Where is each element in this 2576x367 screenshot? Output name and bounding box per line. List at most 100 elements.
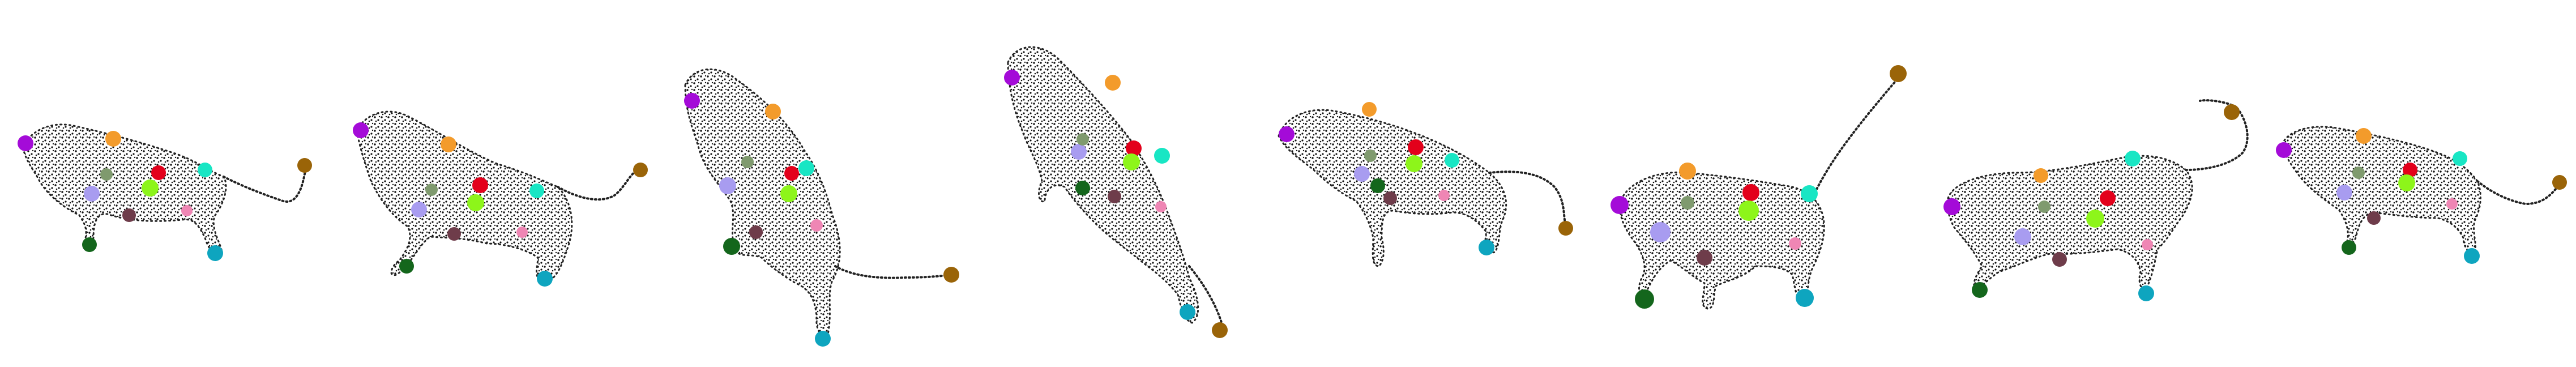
point-cloud-body — [1279, 110, 1506, 266]
keypoint-hind-paw — [1180, 304, 1195, 320]
keypoint-hind-paw — [815, 331, 831, 347]
keypoint-back-red — [1126, 140, 1142, 156]
keypoint-hind-paw — [1796, 289, 1814, 307]
keypoint-chest — [84, 186, 100, 202]
point-cloud-tail — [1488, 170, 1567, 228]
keypoint-tail-tip — [2552, 175, 2567, 190]
keypoint-hind-paw — [537, 271, 553, 287]
keypoint-torso-lime — [142, 180, 159, 197]
keypoint-mouth — [1279, 126, 1295, 142]
point-cloud-tail — [1814, 72, 1904, 194]
keypoint-hip-pink — [181, 205, 193, 216]
keypoint-elbow-maroon — [1697, 250, 1712, 266]
keypoint-elbow-maroon — [2052, 252, 2067, 267]
point-cloud-outline — [1946, 155, 2193, 291]
keypoint-back-red — [472, 177, 488, 193]
pose-panel-7 — [1943, 99, 2249, 301]
pose-panel-1 — [18, 123, 312, 261]
pose-panel-3 — [684, 68, 959, 347]
keypoint-mouth — [2276, 142, 2292, 158]
point-cloud-body — [1008, 47, 1198, 323]
keypoint-back-cyan — [1801, 185, 1818, 202]
keypoint-back-red — [1408, 139, 1424, 155]
keypoint-mouth — [1610, 196, 1629, 214]
keypoint-torso-mid — [425, 184, 438, 196]
keypoint-torso-mid — [1076, 133, 1089, 146]
keypoint-head-top — [2356, 128, 2372, 144]
keypoint-elbow-maroon — [1108, 190, 1121, 203]
pose-panel-2 — [353, 110, 648, 287]
point-cloud-outline — [684, 68, 841, 336]
keypoint-hip-pink — [516, 227, 528, 238]
keypoint-torso-mid — [1681, 196, 1694, 210]
point-cloud-body — [1620, 172, 1825, 309]
point-cloud-body — [23, 124, 227, 254]
keypoint-chest — [1071, 144, 1087, 160]
keypoint-head-top — [1105, 75, 1121, 91]
keypoint-torso-mid — [741, 156, 754, 168]
keypoint-back-red — [1742, 184, 1759, 201]
point-cloud-outline — [1618, 171, 1825, 310]
keypoint-head-top — [1679, 163, 1696, 180]
keypoint-chest — [2014, 228, 2031, 245]
keypoint-chest — [2336, 185, 2352, 200]
keypoint-back-cyan — [2453, 151, 2467, 166]
keypoint-chest — [1650, 222, 1671, 242]
keypoint-elbow-maroon — [749, 225, 763, 239]
point-cloud-body — [685, 69, 840, 336]
keypoint-front-paw — [2342, 240, 2356, 255]
keypoint-tail-tip — [2224, 104, 2240, 120]
keypoint-hip-pink — [2446, 198, 2458, 210]
keypoint-torso-lime — [1406, 155, 1422, 172]
keypoint-back-cyan — [798, 160, 814, 176]
point-cloud-outline — [356, 110, 573, 284]
keypoint-back-red — [2403, 163, 2417, 177]
keypoint-tail-tip — [1558, 221, 1573, 236]
keypoint-torso-lime — [1123, 153, 1140, 170]
keypoint-head-top — [2034, 168, 2048, 183]
keypoint-back-cyan — [198, 163, 212, 177]
keypoint-tail-tip — [943, 267, 959, 283]
keypoint-mouth — [353, 122, 369, 138]
keypoint-back-cyan — [2125, 151, 2141, 167]
keypoint-mouth — [1004, 70, 1020, 86]
point-cloud-outline — [22, 123, 227, 254]
keypoint-front-paw — [1075, 181, 1090, 195]
point-cloud-outline — [2281, 126, 2481, 254]
keypoint-front-paw — [82, 237, 97, 252]
keypoint-hind-paw — [207, 245, 223, 261]
keypoint-torso-mid — [100, 168, 113, 181]
keypoint-back-cyan — [1445, 153, 1459, 168]
keypoint-front-paw — [399, 259, 414, 274]
keypoint-torso-lime — [2086, 210, 2104, 228]
keypoint-tail-tip — [1212, 322, 1228, 338]
point-cloud-body — [357, 112, 572, 283]
point-cloud-body — [1947, 156, 2193, 289]
point-cloud-tail — [223, 166, 307, 203]
keypoint-tail-tip — [633, 163, 648, 177]
keypoint-mouth — [1943, 198, 1960, 215]
keypoint-torso-lime — [467, 194, 484, 211]
keypoint-back-cyan — [529, 184, 544, 198]
point-cloud-body — [2282, 126, 2481, 253]
keypoint-torso-lime — [2398, 174, 2415, 191]
keypoint-elbow-maroon — [1383, 191, 1397, 205]
point-cloud-tail — [557, 169, 641, 201]
pose-panel-8 — [2276, 126, 2567, 264]
point-cloud-tail — [834, 265, 952, 279]
keypoint-head-top — [1362, 102, 1377, 117]
point-cloud-outline — [1278, 109, 1507, 267]
keypoint-chest — [719, 177, 736, 194]
keypoint-elbow-maroon — [447, 227, 461, 241]
keypoint-front-paw — [1635, 289, 1654, 309]
keypoint-hip-pink — [2142, 239, 2153, 250]
keypoint-elbow-maroon — [122, 208, 136, 222]
keypoint-chest — [411, 202, 427, 217]
keypoint-front-paw — [723, 238, 740, 255]
pose-panel-4 — [1004, 46, 1228, 338]
keypoint-torso-lime — [780, 185, 797, 202]
keypoint-head-top — [105, 131, 121, 147]
point-cloud-tail — [2185, 99, 2249, 171]
keypoint-hind-paw — [1479, 240, 1494, 255]
